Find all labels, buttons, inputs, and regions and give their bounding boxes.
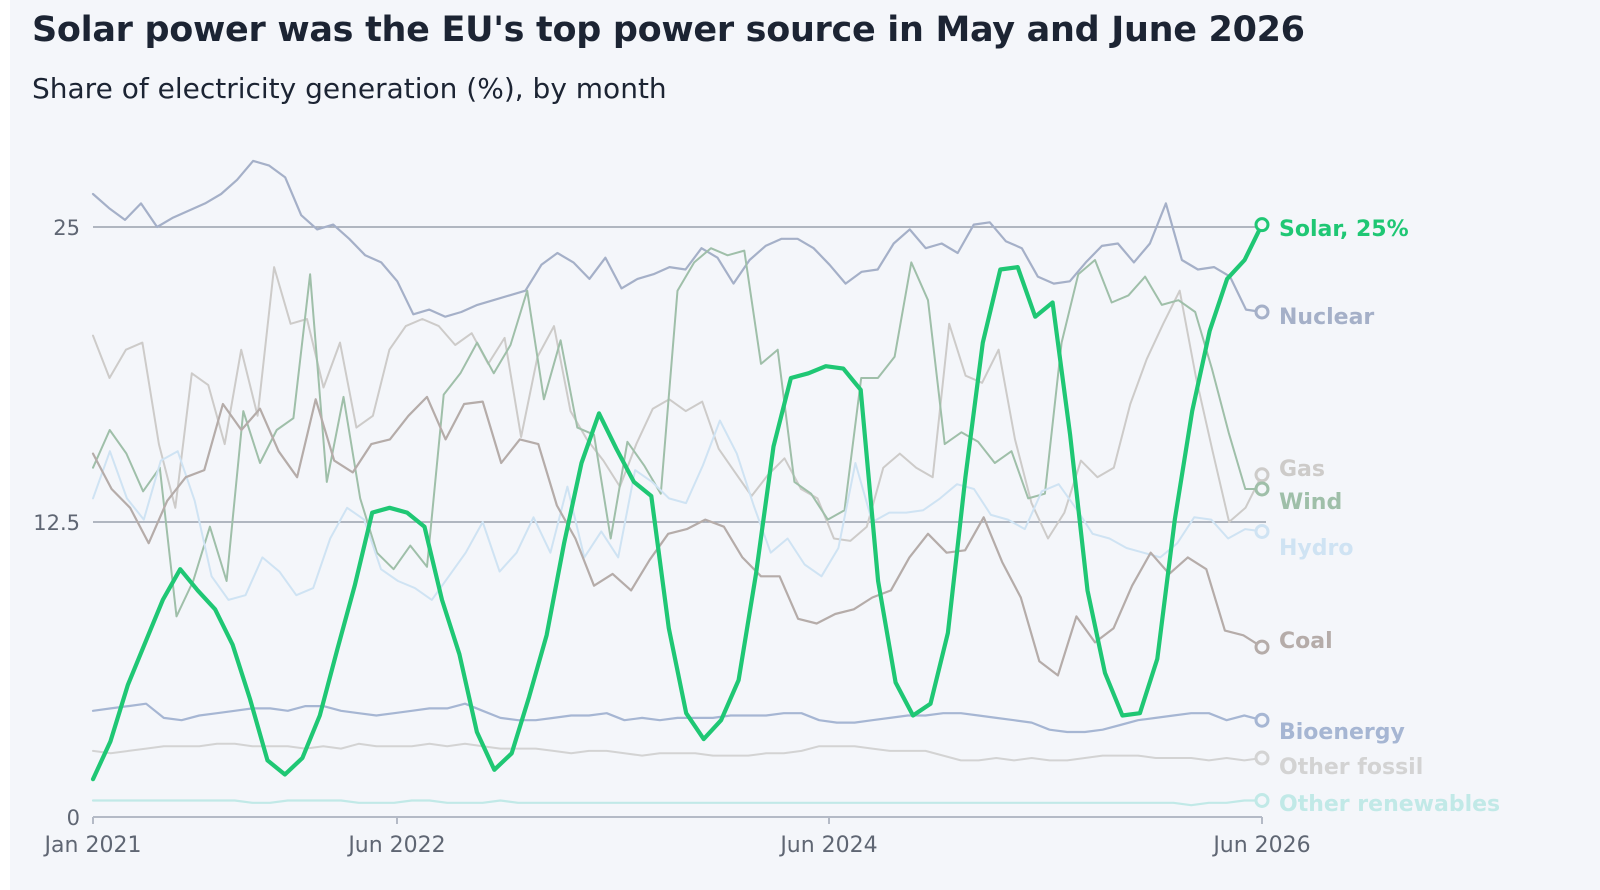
solar-series-line [90, 222, 1265, 782]
series-labels: Nuclear Gas Wind Hydro Coal Bioenergy Other fo… [1254, 217, 1500, 817]
nuclear-series-label: Nuclear [1279, 305, 1374, 330]
wind-series-line [92, 247, 1263, 618]
gas-series-label: Gas [1279, 457, 1325, 482]
x-tick-label: Jun 2024 [778, 833, 877, 858]
coal-series-line [91, 395, 1264, 677]
solar-series-label: Solar, 25% [1279, 217, 1409, 242]
other-fossil-end-marker [1254, 750, 1270, 766]
wind-end-marker [1254, 481, 1270, 497]
other-renewables-series-label: Other renewables [1279, 792, 1500, 817]
bioenergy-end-marker [1254, 712, 1270, 728]
hydro-series-line [92, 419, 1263, 601]
gas-end-marker [1254, 467, 1270, 483]
other-renewables-series-line [91, 799, 1264, 807]
gas-series-line [92, 266, 1263, 542]
other-fossil-series-label: Other fossil [1279, 755, 1423, 780]
chart-subtitle: Share of electricity generation (%), by … [32, 72, 667, 105]
nuclear-series-line [91, 159, 1264, 318]
coal-end-marker [1254, 639, 1270, 655]
y-tick-label: 25 [53, 216, 80, 240]
other-fossil-series-line [92, 742, 1263, 762]
x-tick-label: Jan 2021 [43, 833, 142, 858]
nuclear-end-marker [1254, 304, 1270, 320]
hydro-series-label: Hydro [1279, 536, 1353, 561]
x-tick-label: Jun 2026 [1211, 833, 1310, 858]
solar-end-marker [1254, 217, 1270, 233]
x-tick-label: Jun 2022 [346, 833, 445, 858]
wind-series-label: Wind [1279, 490, 1342, 515]
axes: 0 12.5 25 Jan 2021 Jun 2022 Jun 2024 Jun 2026 [33, 216, 1310, 858]
hydro-end-marker [1254, 523, 1270, 539]
other-renewables-end-marker [1254, 792, 1270, 808]
bioenergy-series-label: Bioenergy [1279, 720, 1405, 745]
chart-title: Solar power was the EU's top power sourc… [32, 10, 1305, 50]
y-tick-label: 0 [67, 806, 80, 830]
gridlines [93, 226, 1266, 523]
coal-series-label: Coal [1279, 629, 1333, 654]
series-lines [90, 159, 1265, 807]
bioenergy-series-line [91, 702, 1264, 734]
y-tick-label: 12.5 [33, 511, 80, 535]
